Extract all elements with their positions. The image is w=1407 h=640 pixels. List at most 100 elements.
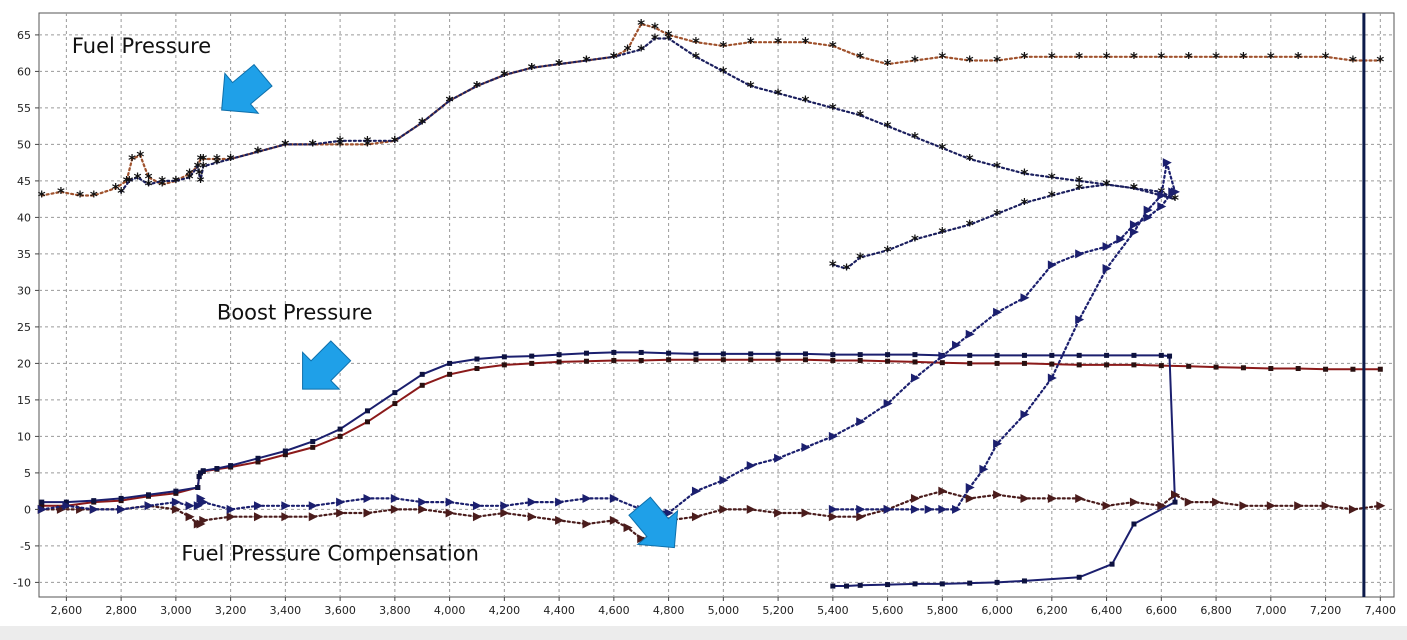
- data-point: [1184, 497, 1194, 507]
- data-point: [979, 464, 989, 474]
- data-point: [1294, 501, 1304, 511]
- data-point: *: [1048, 188, 1056, 206]
- data-point: *: [993, 52, 1001, 70]
- data-point: *: [309, 136, 317, 154]
- data-point: [37, 504, 47, 514]
- data-point: [282, 452, 288, 458]
- data-point: *: [1103, 49, 1111, 67]
- data-point: *: [884, 56, 892, 74]
- data-point: [691, 486, 701, 496]
- data-point: *: [856, 107, 864, 125]
- data-point: [746, 461, 756, 471]
- data-point: [1377, 366, 1383, 372]
- x-tick-label: 4,600: [598, 604, 630, 617]
- data-point: [938, 486, 948, 496]
- x-tick-label: 6,800: [1200, 604, 1232, 617]
- data-point: *: [719, 63, 727, 81]
- data-point: [39, 503, 45, 509]
- data-point: [583, 350, 589, 356]
- data-point: [1047, 373, 1057, 383]
- data-point: [1076, 574, 1082, 580]
- data-point: *: [418, 115, 426, 133]
- data-point: [199, 515, 209, 525]
- data-point: *: [500, 67, 508, 85]
- data-point: *: [364, 136, 372, 154]
- data-point: [1021, 352, 1027, 358]
- data-point: [693, 351, 699, 357]
- data-point: [885, 582, 891, 588]
- data-point: [337, 433, 343, 439]
- data-point: [719, 504, 729, 514]
- data-point: [500, 508, 510, 518]
- data-point: [1020, 410, 1030, 419]
- data-point: *: [418, 115, 426, 133]
- y-tick-label: 65: [17, 29, 31, 42]
- data-point: [91, 498, 97, 504]
- x-tick-label: 5,400: [817, 604, 849, 617]
- data-point: [255, 459, 261, 465]
- data-point: [1213, 364, 1219, 370]
- data-point: *: [1376, 52, 1384, 70]
- data-point: *: [938, 224, 946, 242]
- data-point: [857, 357, 863, 363]
- data-point: [666, 357, 672, 363]
- data-point: [1157, 201, 1167, 211]
- data-point: [1376, 501, 1386, 511]
- data-point: [337, 426, 343, 432]
- x-tick-label: 3,600: [324, 604, 356, 617]
- x-tick-label: 5,000: [708, 604, 740, 617]
- data-point: *: [911, 52, 919, 70]
- y-tick-label: 55: [17, 102, 31, 115]
- data-point: [828, 504, 838, 514]
- data-point: *: [1048, 169, 1056, 187]
- data-point: [1171, 187, 1181, 197]
- data-point: [392, 390, 398, 396]
- data-point: [993, 439, 1003, 449]
- data-point: [282, 448, 288, 454]
- data-point: [1348, 504, 1358, 514]
- data-point: [993, 490, 1003, 500]
- data-point: [912, 581, 918, 587]
- data-point: [910, 373, 920, 383]
- data-point: *: [966, 52, 974, 70]
- data-point: *: [128, 151, 136, 169]
- data-point: [883, 504, 893, 514]
- data-point: *: [125, 173, 133, 191]
- data-point: [638, 357, 644, 363]
- annotation-label: Fuel Pressure Compensation: [181, 542, 479, 566]
- data-point: [828, 431, 838, 441]
- data-point: [1021, 578, 1027, 584]
- data-point: *: [186, 169, 194, 187]
- data-point: *: [473, 78, 481, 96]
- data-point: [145, 492, 151, 498]
- data-point: *: [829, 100, 837, 118]
- data-point: [1104, 362, 1110, 368]
- series-group: * * * * * ** ** * * * *** * * * * * * * ***** * * * * ** * * * * * * *…: [37, 16, 1386, 589]
- data-point: [637, 534, 647, 544]
- data-point: *: [1130, 49, 1138, 67]
- data-point: [419, 382, 425, 388]
- data-point: *: [1294, 49, 1302, 67]
- data-point: [910, 493, 920, 503]
- annotation-label: Fuel Pressure: [72, 34, 211, 58]
- data-point: [952, 504, 962, 514]
- x-tick-label: 5,600: [872, 604, 904, 617]
- x-tick-label: 3,400: [270, 604, 302, 617]
- data-point: [308, 501, 318, 511]
- data-point: *: [1185, 49, 1193, 67]
- data-point: [419, 371, 425, 377]
- data-point: [226, 512, 236, 522]
- data-point: [1172, 499, 1178, 505]
- data-point: [856, 504, 866, 514]
- data-point: [638, 349, 644, 355]
- data-point: [1104, 352, 1110, 358]
- series-line: [119, 37, 1176, 270]
- data-point: *: [336, 136, 344, 154]
- data-point: [719, 475, 729, 485]
- data-point: [938, 504, 948, 514]
- x-tick-label: 4,200: [489, 604, 521, 617]
- data-point: [228, 463, 234, 469]
- data-point: [1049, 352, 1055, 358]
- data-point: [857, 352, 863, 358]
